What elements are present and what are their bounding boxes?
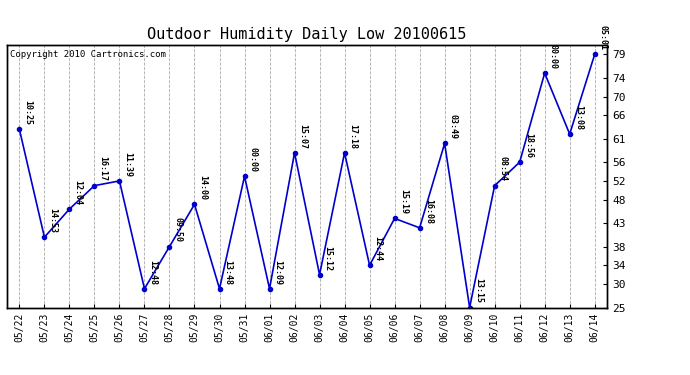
Text: 15:12: 15:12 xyxy=(324,246,333,270)
Text: Copyright 2010 Cartronics.com: Copyright 2010 Cartronics.com xyxy=(10,50,166,59)
Text: 14:53: 14:53 xyxy=(48,208,57,233)
Text: 15:07: 15:07 xyxy=(299,124,308,148)
Text: 05:01: 05:01 xyxy=(599,25,608,50)
Text: 13:15: 13:15 xyxy=(474,278,483,303)
Text: 00:00: 00:00 xyxy=(549,44,558,69)
Title: Outdoor Humidity Daily Low 20100615: Outdoor Humidity Daily Low 20100615 xyxy=(148,27,466,42)
Text: 12:44: 12:44 xyxy=(374,236,383,261)
Text: 10:25: 10:25 xyxy=(23,100,32,125)
Text: 11:39: 11:39 xyxy=(124,152,132,177)
Text: 12:48: 12:48 xyxy=(148,260,157,285)
Text: 14:00: 14:00 xyxy=(199,175,208,200)
Text: 03:49: 03:49 xyxy=(448,114,457,139)
Text: 13:48: 13:48 xyxy=(224,260,233,285)
Text: 16:17: 16:17 xyxy=(99,156,108,182)
Text: 08:54: 08:54 xyxy=(499,156,508,182)
Text: 12:04: 12:04 xyxy=(74,180,83,205)
Text: 18:56: 18:56 xyxy=(524,133,533,158)
Text: 15:19: 15:19 xyxy=(399,189,408,214)
Text: 13:08: 13:08 xyxy=(574,105,583,130)
Text: 09:50: 09:50 xyxy=(174,217,183,242)
Text: 12:09: 12:09 xyxy=(274,260,283,285)
Text: 17:18: 17:18 xyxy=(348,124,357,148)
Text: 00:00: 00:00 xyxy=(248,147,257,172)
Text: 16:08: 16:08 xyxy=(424,199,433,223)
